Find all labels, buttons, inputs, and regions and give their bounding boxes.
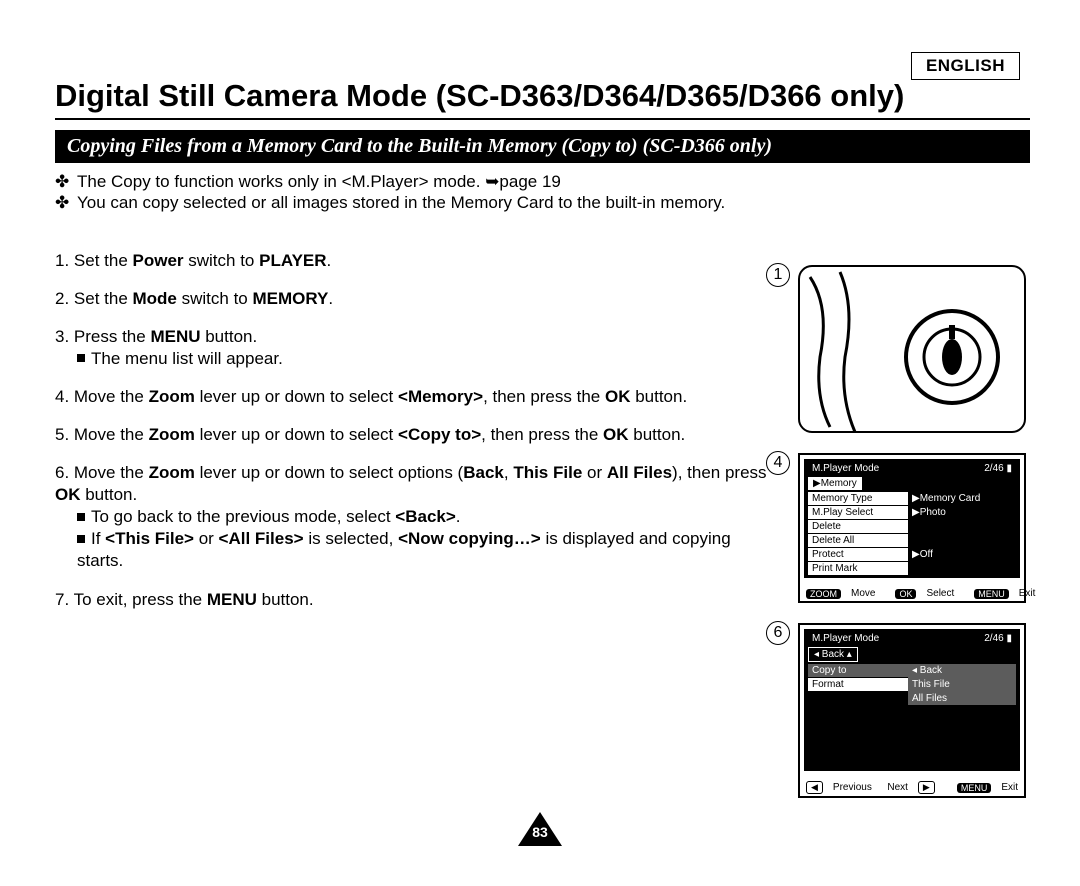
footer-pill: OK [895, 589, 916, 599]
menu-item: FormatThis File [808, 678, 1016, 692]
camera-body-lines [800, 267, 880, 433]
step: 2. Set the Mode switch to MEMORY. [55, 288, 780, 310]
lcd-menu-list: Copy to◂ BackFormatThis FileAll Files [808, 664, 1016, 705]
lcd-screen: M.Player Mode 2/46 ▮ ◂ Back ▴ Copy to◂ B… [798, 623, 1026, 798]
figure-badge: 4 [766, 451, 790, 475]
footer-label: Move [851, 588, 875, 599]
language-label: ENGLISH [911, 52, 1020, 80]
camera-illustration [798, 265, 1026, 433]
step: 7. To exit, press the MENU button. [55, 589, 780, 611]
manual-page: ENGLISH Digital Still Camera Mode (SC-D3… [0, 0, 1080, 886]
lcd-tab: ◂ Back ▴ [808, 647, 858, 662]
figure-4: 4 M.Player Mode 2/46 ▮ ▶Memory Memory Ty… [768, 453, 1028, 603]
mode-dial-icon [902, 307, 1002, 407]
next-icon: ▶ [918, 781, 935, 794]
bullet-icon: ✤ [55, 192, 77, 213]
substep: To go back to the previous mode, select … [77, 506, 780, 528]
next-label: Next [887, 782, 908, 793]
lcd-mode-label: M.Player Mode [812, 633, 879, 644]
menu-item: Print Mark [808, 562, 1016, 576]
step: 3. Press the MENU button. The menu list … [55, 326, 780, 370]
exit-label: Exit [1001, 782, 1018, 793]
substep: The menu list will appear. [77, 348, 780, 370]
lcd-counter: 2/46 ▮ [984, 463, 1012, 474]
lcd-footer: ZOOM MoveOK SelectMENU Exit [800, 582, 1024, 601]
menu-item: Protect▶Off [808, 548, 1016, 562]
lcd-tab: ▶Memory [808, 477, 862, 490]
figure-badge: 1 [766, 263, 790, 287]
page-number-badge: 83 [518, 812, 562, 846]
step: 5. Move the Zoom lever up or down to sel… [55, 424, 780, 446]
steps-list: 1. Set the Power switch to PLAYER. 2. Se… [55, 250, 780, 611]
step: 1. Set the Power switch to PLAYER. [55, 250, 780, 272]
menu-item: All Files [808, 692, 1016, 705]
lcd-image-area [808, 707, 1016, 767]
footer-pill: ZOOM [806, 589, 841, 599]
bullet-icon: ✤ [55, 171, 77, 192]
menu-item: Delete [808, 520, 1016, 534]
page-title: Digital Still Camera Mode (SC-D363/D364/… [55, 78, 1030, 120]
intro-block: ✤ The Copy to function works only in <M.… [55, 171, 1030, 214]
prev-label: Previous [833, 782, 872, 793]
section-subtitle: Copying Files from a Memory Card to the … [55, 130, 1030, 163]
footer-label: Exit [1019, 588, 1036, 599]
step: 6. Move the Zoom lever up or down to sel… [55, 462, 780, 572]
lcd-mode-label: M.Player Mode [812, 463, 879, 474]
figures-column: 1 4 M.Player Mode [768, 265, 1028, 818]
substep: If <This File> or <All Files> is selecte… [77, 528, 780, 572]
prev-icon: ◀ [806, 781, 823, 794]
lcd-footer: ◀ Previous Next ▶ MENU Exit [800, 775, 1024, 796]
menu-item: Copy to◂ Back [808, 664, 1016, 678]
step: 4. Move the Zoom lever up or down to sel… [55, 386, 780, 408]
intro-line: You can copy selected or all images stor… [77, 192, 725, 213]
menu-item: M.Play Select▶Photo [808, 506, 1016, 520]
menu-pill: MENU [957, 783, 992, 793]
menu-item: Delete All [808, 534, 1016, 548]
lcd-screen: M.Player Mode 2/46 ▮ ▶Memory Memory Type… [798, 453, 1026, 603]
menu-item: Memory Type▶Memory Card [808, 492, 1016, 506]
figure-1: 1 [768, 265, 1028, 433]
lcd-counter: 2/46 ▮ [984, 633, 1012, 644]
figure-badge: 6 [766, 621, 790, 645]
footer-pill: MENU [974, 589, 1009, 599]
figure-6: 6 M.Player Mode 2/46 ▮ ◂ Back ▴ Copy to◂… [768, 623, 1028, 798]
lcd-menu-list: Memory Type▶Memory CardM.Play Select▶Pho… [808, 492, 1016, 576]
footer-label: Select [926, 588, 954, 599]
intro-line: The Copy to function works only in <M.Pl… [77, 171, 561, 192]
